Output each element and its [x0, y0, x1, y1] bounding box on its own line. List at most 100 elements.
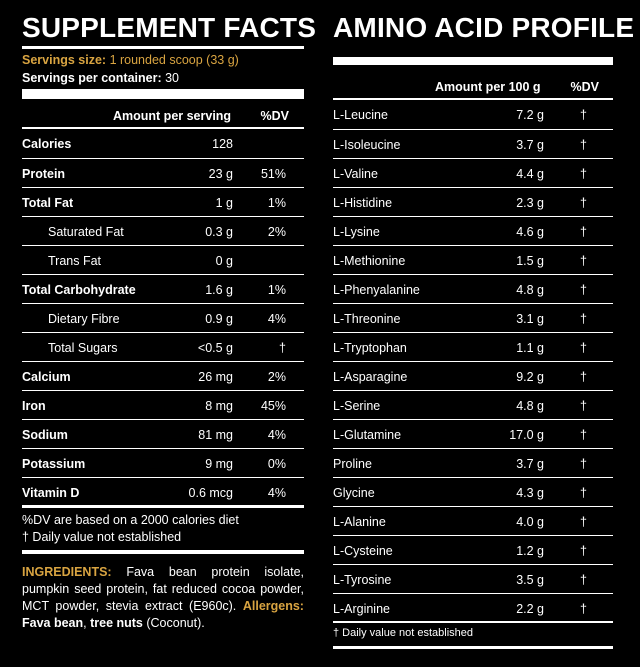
amino-amount: 17.0 g — [509, 428, 544, 442]
amino-dv: † — [580, 428, 587, 442]
amino-end-divider — [333, 621, 613, 623]
amino-row: Glycine 4.3 g † — [333, 477, 613, 506]
amino-amount: 3.1 g — [516, 312, 544, 326]
amino-amount: 4.6 g — [516, 225, 544, 239]
allergens-rest: (Coconut). — [142, 616, 205, 630]
servings-size-label: Servings size: — [22, 53, 107, 67]
amino-label: L-Arginine — [333, 602, 390, 616]
amino-header-divider — [333, 98, 613, 100]
nutrient-dv: 2% — [267, 225, 286, 239]
nutrient-dv: 4% — [267, 428, 286, 442]
nutrient-amount: 26 mg — [198, 370, 233, 384]
nutrient-dv: 1% — [267, 196, 286, 210]
supplement-row: Calcium 26 mg 2% — [22, 361, 304, 390]
supplement-row: Sodium 81 mg 4% — [22, 419, 304, 448]
nutrient-amount: 1 g — [215, 196, 233, 210]
amino-thick-divider — [333, 57, 613, 65]
nutrient-label: Trans Fat — [48, 254, 102, 268]
supplement-row: Total Fat 1 g 1% — [22, 187, 304, 216]
amino-label: L-Threonine — [333, 312, 401, 326]
amino-amount: 4.4 g — [516, 167, 544, 181]
amino-amount: 4.8 g — [516, 399, 544, 413]
nutrient-amount: 8 mg — [205, 399, 233, 413]
nutrient-amount: 9 mg — [205, 457, 233, 471]
amino-label: L-Alanine — [333, 515, 386, 529]
allergens-tree-nuts: tree nuts — [90, 616, 143, 630]
amino-label: L-Serine — [333, 399, 381, 413]
amino-label: L-Methionine — [333, 254, 406, 268]
allergens-sep: , — [83, 616, 91, 630]
amino-amount: 2.3 g — [516, 196, 544, 210]
amino-label: L-Isoleucine — [333, 138, 401, 152]
amino-dv: † — [580, 602, 587, 616]
amino-row: L-Alanine 4.0 g † — [333, 506, 613, 535]
nutrient-amount: 0.6 mcg — [188, 486, 233, 500]
amino-dv: † — [580, 108, 587, 122]
supplement-row: Total Carbohydrate 1.6 g 1% — [22, 274, 304, 303]
amino-row: L-Phenyalanine 4.8 g † — [333, 274, 613, 303]
nutrient-amount: <0.5 g — [197, 341, 233, 355]
ingredients-text: Fava bean protein isolate, pumpkin seed … — [22, 565, 304, 613]
amino-amount: 1.5 g — [516, 254, 544, 268]
amino-label: L-Leucine — [333, 108, 388, 122]
amino-amount: 4.0 g — [516, 515, 544, 529]
header-amount-per-serving: Amount per serving — [113, 109, 232, 123]
nutrient-label: Vitamin D — [22, 486, 80, 500]
ingredients-block: INGREDIENTS: Fava bean protein isolate, … — [22, 564, 304, 632]
amino-label: L-Lysine — [333, 225, 380, 239]
amino-amount: 4.3 g — [516, 486, 544, 500]
nutrient-label: Calories — [22, 137, 72, 151]
nutrient-dv: 1% — [267, 283, 286, 297]
amino-bottom-divider — [333, 646, 613, 649]
amino-row: L-Lysine 4.6 g † — [333, 216, 613, 245]
supplement-row: Protein 23 g 51% — [22, 158, 304, 187]
amino-dv: † — [580, 341, 587, 355]
nutrient-label: Protein — [22, 167, 66, 181]
amino-acid-title: AMINO ACID PROFILE — [333, 12, 635, 43]
table-end-divider — [22, 505, 304, 508]
nutrient-amount: 0 g — [215, 254, 233, 268]
nutrient-label: Total Sugars — [48, 341, 118, 355]
thick-divider — [22, 89, 304, 99]
amino-label: L-Valine — [333, 167, 378, 181]
amino-dv: † — [580, 515, 587, 529]
amino-dv: † — [580, 196, 587, 210]
servings-per-container-line: Servings per container: 30 — [22, 70, 179, 86]
amino-row: L-Serine 4.8 g † — [333, 390, 613, 419]
amino-row: L-Glutamine 17.0 g † — [333, 419, 613, 448]
amino-amount: 3.7 g — [516, 138, 544, 152]
amino-label: L-Histidine — [333, 196, 393, 210]
amino-dv: † — [580, 138, 587, 152]
amino-dv: † — [580, 167, 587, 181]
amino-header-amount: Amount per 100 g — [435, 80, 541, 94]
amino-label: L-Phenyalanine — [333, 283, 420, 297]
nutrient-amount: 23 g — [208, 167, 233, 181]
supplement-row: Total Sugars <0.5 g † — [22, 332, 304, 361]
amino-row: L-Arginine 2.2 g † — [333, 593, 613, 622]
nutrient-amount: 81 mg — [198, 428, 233, 442]
header-divider — [22, 127, 304, 129]
supplement-row: Iron 8 mg 45% — [22, 390, 304, 419]
amino-row: L-Isoleucine 3.7 g † — [333, 129, 613, 158]
amino-row: Proline 3.7 g † — [333, 448, 613, 477]
amino-dv: † — [580, 370, 587, 384]
servings-per-container-label: Servings per container: — [22, 71, 162, 85]
amino-header-dv: %DV — [570, 80, 599, 94]
nutrient-dv: 4% — [267, 486, 286, 500]
amino-label: L-Cysteine — [333, 544, 393, 558]
dagger-note: † Daily value not established — [22, 530, 182, 544]
servings-size-value: 1 rounded scoop (33 g) — [109, 53, 239, 67]
nutrient-dv: 45% — [260, 399, 286, 413]
amino-label: L-Glutamine — [333, 428, 402, 442]
amino-label: L-Tyrosine — [333, 573, 392, 587]
amino-amount: 7.2 g — [516, 108, 544, 122]
nutrient-label: Calcium — [22, 370, 71, 384]
amino-dv: † — [580, 399, 587, 413]
nutrient-amount: 0.3 g — [205, 225, 233, 239]
allergens-label: Allergens: — [242, 599, 304, 613]
ingredients-label: INGREDIENTS: — [22, 565, 112, 579]
servings-size-line: Servings size: 1 rounded scoop (33 g) — [22, 52, 239, 68]
nutrient-label: Total Carbohydrate — [22, 283, 136, 297]
amino-amount: 2.2 g — [516, 602, 544, 616]
amino-row: L-Tryptophan 1.1 g † — [333, 332, 613, 361]
